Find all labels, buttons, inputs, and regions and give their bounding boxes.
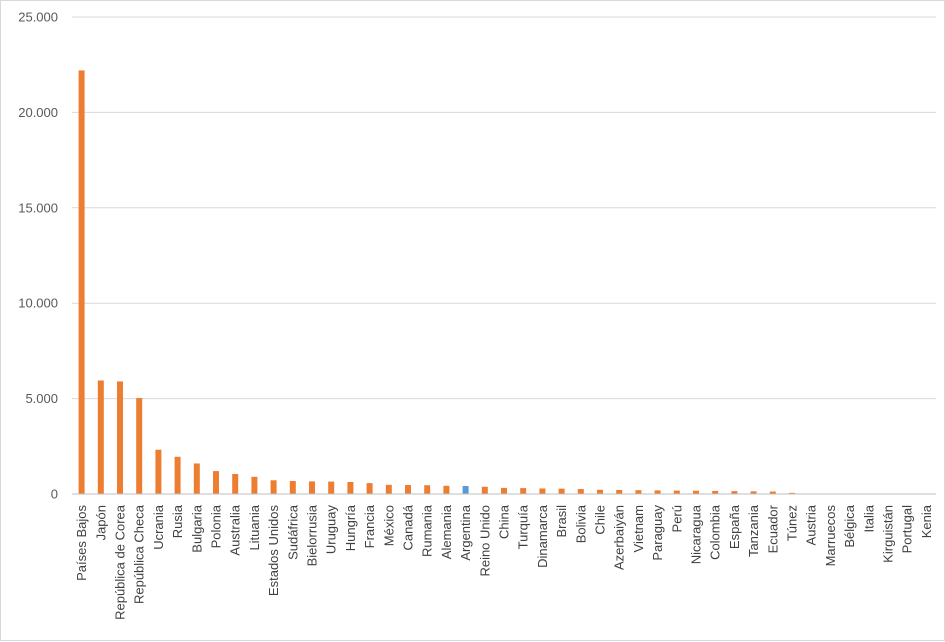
x-category-label: Kirguistán (881, 505, 896, 563)
bar (232, 474, 238, 494)
bar (117, 381, 123, 494)
gridlines (72, 17, 936, 399)
x-category-label: República de Corea (113, 504, 128, 620)
bar (443, 486, 449, 494)
x-category-label: Tanzania (746, 504, 761, 557)
bar (520, 488, 526, 494)
x-category-label: Turquía (516, 504, 531, 549)
bar (251, 477, 257, 494)
x-category-label: Argentina (458, 504, 473, 560)
x-category-label: México (381, 505, 396, 546)
x-category-label: Azerbaiyán (612, 505, 627, 570)
x-category-label: Japón (93, 505, 108, 540)
x-category-label: Ecuador (765, 504, 780, 553)
bar (635, 490, 641, 494)
bar (175, 457, 181, 494)
bar (616, 490, 622, 494)
bar (578, 489, 584, 494)
x-category-label: Estados Unidos (266, 505, 281, 597)
x-category-label: Ucrania (151, 504, 166, 550)
bars (79, 70, 930, 494)
bar (424, 485, 430, 494)
x-category-label: Reino Unido (477, 505, 492, 577)
bar (597, 490, 603, 494)
x-category-label: Vietnam (631, 505, 646, 552)
x-category-label: República Checa (132, 504, 147, 604)
x-category-label: Bolivia (573, 504, 588, 543)
bar (98, 380, 104, 494)
bar (405, 485, 411, 494)
x-category-label: Austria (804, 504, 819, 545)
x-axis-category-labels: Países Bajos Japón República de Corea Repúb… (74, 504, 934, 620)
x-category-label: Sudáfrica (285, 504, 300, 560)
x-category-label: Marruecos (823, 505, 838, 567)
y-tick-label: 0 (51, 487, 58, 502)
x-category-label: Bélgica (842, 504, 857, 547)
y-tick-label: 10.000 (18, 296, 58, 311)
x-category-label: Alemania (439, 504, 454, 559)
bar (347, 482, 353, 494)
bar (386, 485, 392, 494)
bar (290, 481, 296, 494)
bar (559, 489, 565, 494)
bar (79, 70, 85, 494)
bar (155, 450, 161, 494)
x-category-label: Hungría (343, 504, 358, 551)
x-category-label: Canadá (401, 504, 416, 550)
bar (271, 480, 277, 494)
x-category-label: Lituania (247, 504, 262, 550)
bar (328, 482, 334, 494)
x-category-label: Bielorrusia (305, 504, 320, 566)
x-category-label: Chile (593, 505, 608, 535)
x-category-label: Uruguay (324, 505, 339, 555)
bar (194, 463, 200, 494)
x-category-label: Países Bajos (74, 505, 89, 581)
x-category-label: Bulgaria (189, 504, 204, 552)
x-category-label: Paraguay (650, 505, 665, 561)
x-category-label: Brasil (554, 505, 569, 538)
x-category-label: Italia (861, 504, 876, 532)
x-category-label: Polonia (209, 504, 224, 548)
bar (463, 486, 469, 494)
x-category-label: Australia (228, 504, 243, 555)
bar (501, 488, 507, 494)
x-category-label: Nicaragua (689, 504, 704, 564)
x-category-label: Dinamarca (535, 504, 550, 568)
x-category-label: Portugal (900, 505, 915, 554)
x-category-label: Kenia (919, 504, 934, 538)
bar (309, 481, 315, 494)
x-category-label: Rusia (170, 504, 185, 538)
x-category-label: Túnez (785, 505, 800, 541)
x-category-label: España (727, 504, 742, 549)
x-category-label: Rumania (420, 504, 435, 557)
y-tick-label: 25.000 (18, 10, 58, 25)
x-category-label: Perú (669, 505, 684, 532)
x-category-label: China (497, 504, 512, 539)
bar (136, 398, 142, 494)
x-category-label: Colombia (708, 504, 723, 560)
bar (482, 487, 488, 494)
y-tick-label: 20.000 (18, 105, 58, 120)
bar (539, 488, 545, 494)
y-tick-label: 15.000 (18, 200, 58, 215)
bar (213, 471, 219, 494)
bar (674, 491, 680, 494)
x-category-label: Francia (362, 504, 377, 548)
y-tick-label: 5.000 (25, 391, 58, 406)
y-axis-tick-labels: 0 5.000 10.000 15.000 20.000 25.000 (18, 10, 58, 502)
bar (367, 483, 373, 494)
bar (655, 490, 661, 494)
